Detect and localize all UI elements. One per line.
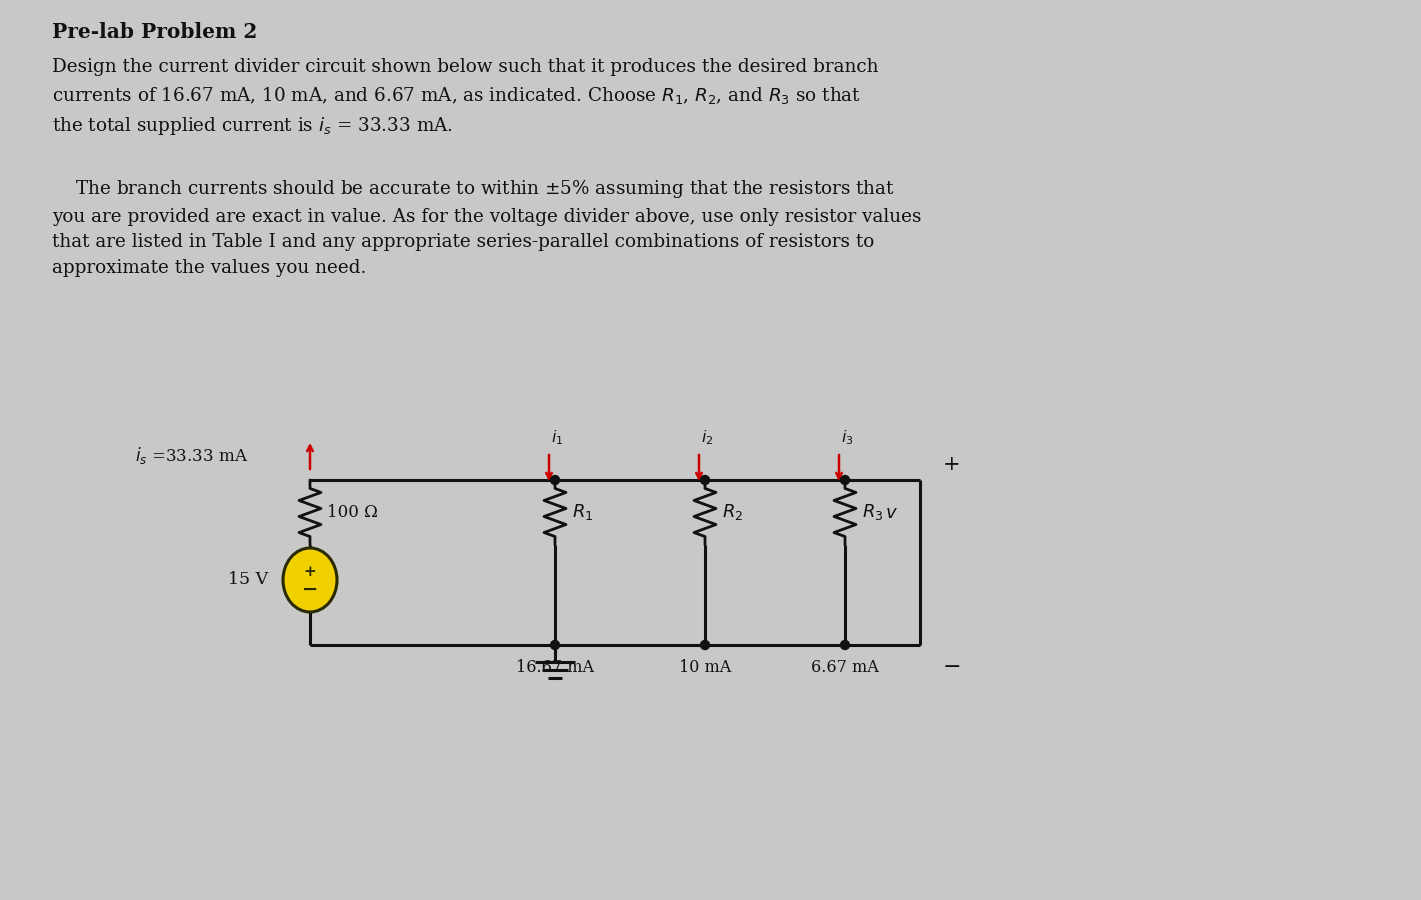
Text: $i_s$ =33.33 mA: $i_s$ =33.33 mA (135, 446, 249, 466)
Text: 100 Ω: 100 Ω (327, 504, 378, 521)
Text: Pre-lab Problem 2: Pre-lab Problem 2 (53, 22, 257, 42)
Circle shape (701, 641, 709, 650)
Text: +: + (304, 564, 317, 579)
Text: −: − (942, 656, 962, 678)
Ellipse shape (283, 548, 337, 612)
Text: $i_1$: $i_1$ (551, 428, 563, 447)
Text: 6.67 mA: 6.67 mA (811, 659, 878, 676)
Text: $v$: $v$ (885, 503, 898, 521)
Text: 15 V: 15 V (227, 572, 269, 589)
Circle shape (550, 475, 560, 484)
Circle shape (701, 475, 709, 484)
Text: $R_3$: $R_3$ (863, 502, 884, 523)
Text: −: − (301, 581, 318, 599)
Text: Design the current divider circuit shown below such that it produces the desired: Design the current divider circuit shown… (53, 58, 878, 137)
Text: +: + (944, 455, 961, 474)
Text: $i_2$: $i_2$ (701, 428, 713, 447)
Text: $R_1$: $R_1$ (573, 502, 594, 523)
Circle shape (840, 641, 850, 650)
Text: $i_3$: $i_3$ (841, 428, 853, 447)
Circle shape (840, 475, 850, 484)
Text: 10 mA: 10 mA (679, 659, 732, 676)
Text: $R_2$: $R_2$ (722, 502, 743, 523)
Text: The branch currents should be accurate to within $\pm$5% assuming that the resis: The branch currents should be accurate t… (53, 178, 921, 277)
Circle shape (550, 641, 560, 650)
Text: 16.67 mA: 16.67 mA (516, 659, 594, 676)
